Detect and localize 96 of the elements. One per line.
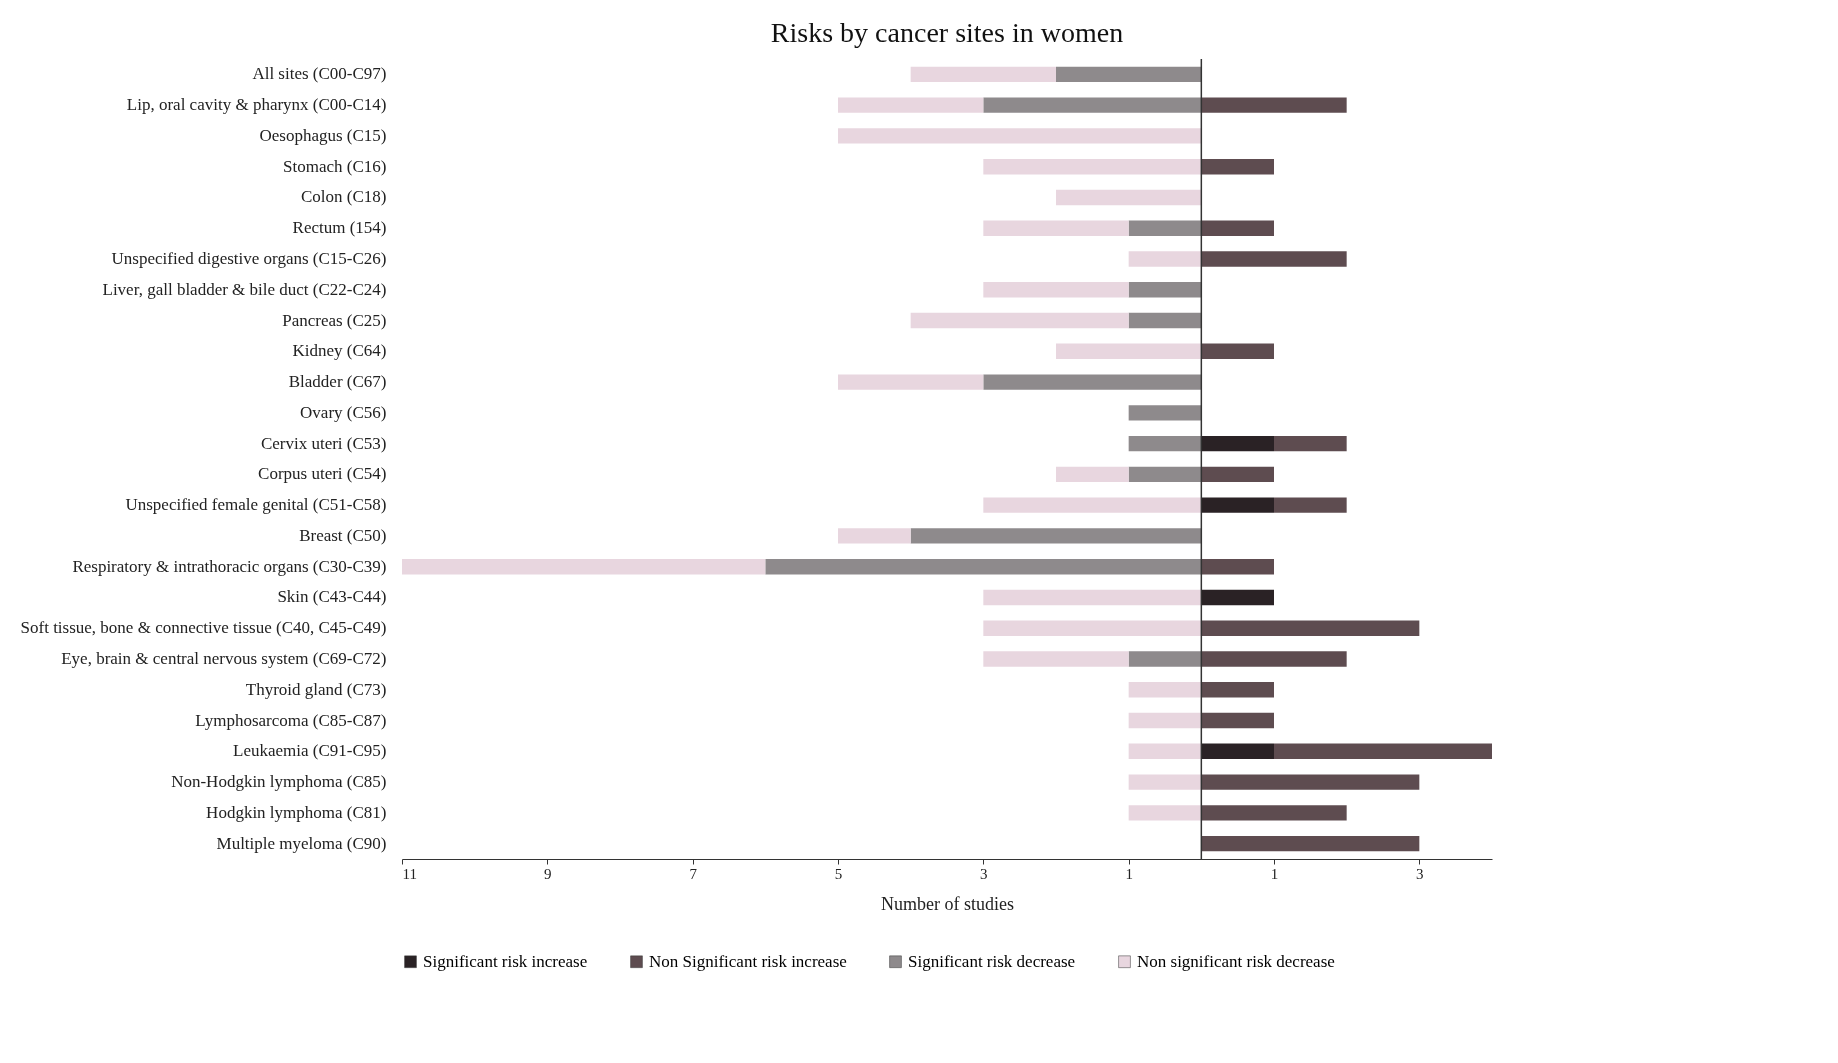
bar — [983, 620, 1202, 636]
bar — [1128, 435, 1202, 452]
bar — [1128, 651, 1202, 667]
y-tick-label: Oesophagus (C15) — [259, 125, 387, 145]
x-tick-label: 11 — [402, 865, 417, 882]
bar — [1201, 620, 1420, 636]
y-tick-label: Non-Hodgkin lymphoma (C85) — [171, 772, 387, 792]
bar — [1128, 220, 1202, 236]
bar — [983, 651, 1129, 667]
bar — [983, 589, 1202, 606]
bar — [1274, 743, 1492, 759]
bar — [1274, 497, 1347, 513]
bar — [1128, 282, 1202, 298]
y-tick-label: Lip, oral cavity & pharynx (C00-C14) — [126, 95, 387, 115]
bar — [1201, 159, 1274, 175]
bar — [1128, 405, 1202, 421]
y-tick-label: Lymphosarcoma (C85-C87) — [195, 710, 387, 730]
y-tick-label: All sites (C00-C97) — [252, 64, 387, 84]
bar — [1201, 835, 1420, 852]
bar — [910, 66, 1056, 83]
y-tick-label: Bladder (C67) — [288, 372, 387, 392]
bar — [1201, 774, 1420, 790]
y-tick-label: Soft tissue, bone & connective tissue (C40, C45-C49) — [20, 618, 387, 638]
bar — [910, 312, 1129, 329]
bar — [838, 528, 911, 544]
bar — [1201, 97, 1347, 113]
bar — [1201, 651, 1347, 667]
bar — [983, 159, 1202, 175]
bar — [1128, 682, 1202, 698]
bar — [1201, 435, 1274, 452]
y-tick-label: Skin (C43-C44) — [277, 587, 387, 607]
y-tick-label: Cervix uteri (C53) — [260, 433, 387, 453]
bar — [1056, 189, 1202, 206]
y-tick-label: Thyroid gland (C73) — [245, 679, 387, 699]
y-tick-label: Liver, gall bladder & bile duct (C22-C24) — [102, 279, 387, 299]
bar — [1201, 220, 1274, 236]
bar — [1128, 251, 1202, 267]
bar — [1201, 466, 1274, 483]
bar — [983, 220, 1129, 236]
bar — [983, 374, 1202, 390]
x-tick-label: 1 — [1125, 865, 1133, 882]
y-tick-label: Stomach (C16) — [283, 156, 387, 176]
bar — [983, 497, 1202, 513]
bar — [1128, 712, 1202, 729]
y-tick-label: Respiratory & intrathoracic organs (C30-C39) — [72, 556, 387, 576]
y-tick-label: Eye, brain & central nervous system (C69-C72) — [61, 649, 387, 668]
bar — [765, 559, 1202, 575]
x-tick-label: 3 — [1416, 865, 1424, 882]
bar — [1201, 682, 1274, 698]
x-axis-title: Number of studies — [881, 893, 1014, 914]
y-tick-label: Multiple myeloma (C90) — [216, 833, 387, 853]
y-tick-label: Corpus uteri (C54) — [258, 464, 387, 484]
bar — [1201, 589, 1274, 606]
bar — [910, 528, 1202, 544]
x-tick-label: 5 — [834, 865, 843, 882]
bar — [1128, 466, 1202, 483]
bar — [1274, 435, 1347, 452]
bar — [1201, 343, 1274, 359]
x-tick-label: 1 — [1270, 865, 1279, 882]
bar — [983, 97, 1202, 113]
bar — [1128, 312, 1202, 329]
chart-title: Risks by cancer sites in women — [770, 17, 1124, 49]
y-tick-label: Pancreas (C25) — [282, 310, 387, 330]
bar — [1201, 497, 1274, 513]
x-tick-label: 3 — [980, 865, 988, 882]
bar — [1128, 774, 1202, 790]
legend-label: Significant risk increase — [423, 951, 588, 971]
legend-label: Non Significant risk increase — [649, 951, 847, 971]
y-tick-label: Leukaemia (C91-C95) — [233, 741, 387, 761]
bar — [838, 128, 1202, 144]
bar — [1056, 343, 1202, 359]
bar — [1201, 805, 1347, 821]
bar — [1201, 743, 1274, 759]
bar — [1128, 805, 1202, 821]
bar — [838, 97, 984, 113]
y-tick-label: Kidney (C64) — [292, 341, 387, 361]
y-tick-label: Rectum (154) — [292, 218, 387, 238]
y-tick-label: Unspecified female genital (C51-C58) — [125, 495, 387, 515]
bar — [1201, 712, 1274, 729]
bar — [1201, 559, 1274, 575]
y-tick-label: Breast (C50) — [299, 525, 387, 545]
bar — [838, 374, 984, 390]
x-tick-label: 9 — [544, 865, 552, 882]
bar — [1201, 251, 1347, 267]
y-tick-label: Colon (C18) — [301, 187, 387, 207]
legend-label: Non significant risk decrease — [1137, 951, 1335, 971]
bar — [1128, 743, 1202, 759]
y-tick-label: Unspecified digestive organs (C15-C26) — [111, 249, 387, 268]
bar — [1056, 466, 1129, 483]
x-tick-label: 7 — [689, 865, 698, 882]
bar — [1056, 66, 1202, 83]
bar — [983, 282, 1129, 298]
bar — [402, 559, 766, 575]
legend-label: Significant risk decrease — [908, 951, 1076, 971]
y-tick-label: Ovary (C56) — [300, 402, 387, 422]
y-tick-label: Hodgkin lymphoma (C81) — [206, 802, 387, 822]
